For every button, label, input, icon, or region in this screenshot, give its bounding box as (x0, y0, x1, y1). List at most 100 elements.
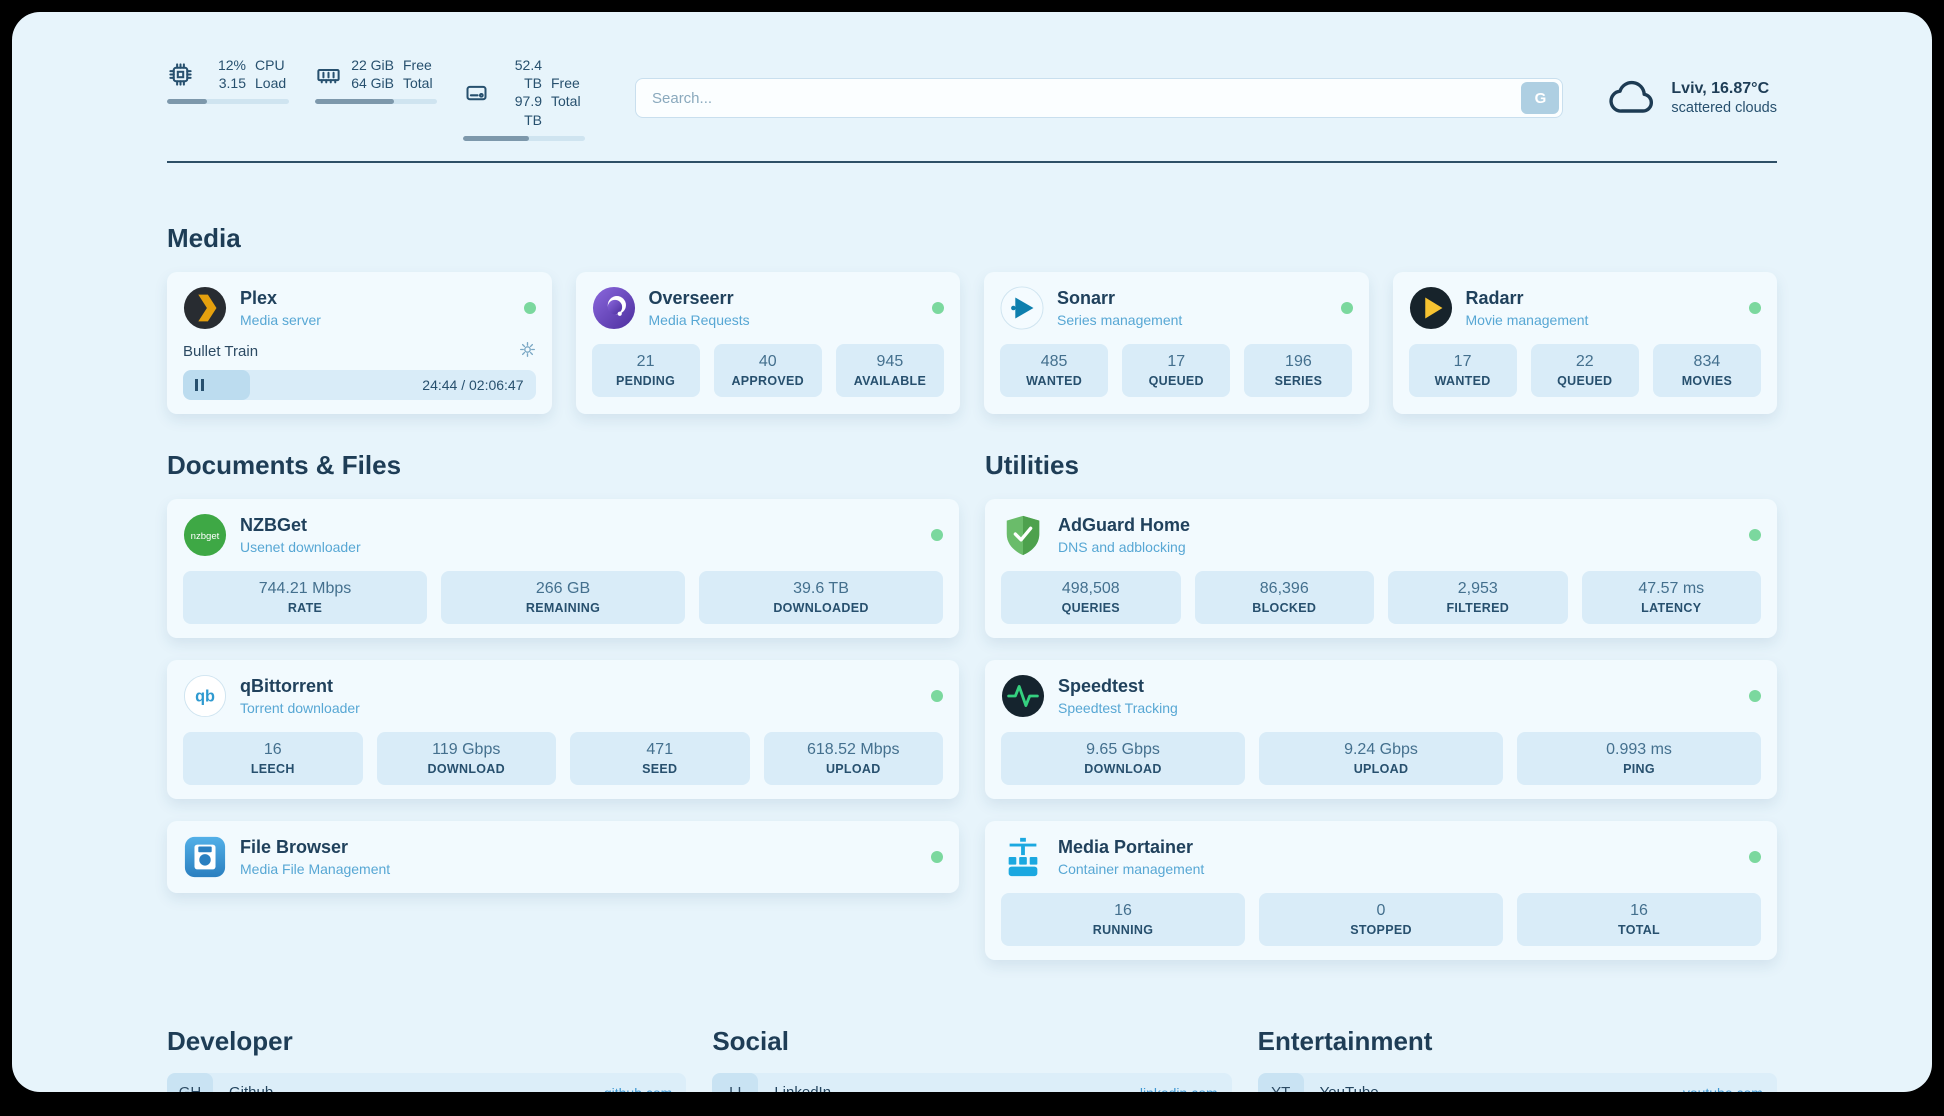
topbar-divider (167, 160, 1777, 163)
service-name: Overseerr (648, 287, 734, 308)
bookmark-abbr: LI (712, 1072, 759, 1092)
stat-tile: 47.57 ms LATENCY (1581, 570, 1761, 624)
service-name: qBittorrent (240, 675, 333, 696)
stat-value: 618.52 Mbps (806, 740, 900, 758)
svg-text:nzbget: nzbget (191, 531, 220, 542)
status-dot (1749, 301, 1761, 314)
service-card-overseerr[interactable]: Overseerr Media Requests 21 PENDING 40 A… (575, 271, 960, 414)
stat-tile: 744.21 Mbps RATE (183, 570, 427, 624)
bookmark-abbr: YT (1257, 1072, 1304, 1092)
playback-time: 24:44 / 02:06:47 (422, 376, 524, 393)
service-subtitle: Media Requests (648, 311, 750, 328)
service-name: Media Portainer (1058, 836, 1194, 857)
status-dot (1340, 301, 1353, 314)
stat-tile: 266 GB REMAINING (441, 570, 685, 624)
playback-progress-bar[interactable]: 24:44 / 02:06:47 (183, 369, 536, 400)
bookmark-url[interactable]: youtube.com (1683, 1085, 1777, 1092)
weather-location: Lviv, 16.87°C (1671, 80, 1770, 98)
stat-tile: 9.65 Gbps DOWNLOAD (1001, 731, 1245, 785)
service-card-speedtest[interactable]: Speedtest Speedtest Tracking 9.65 Gbps D… (985, 659, 1777, 799)
stat-tile: 86,396 BLOCKED (1194, 570, 1374, 624)
service-subtitle: Media server (240, 311, 321, 328)
bookmark-name: YouTube (1320, 1084, 1379, 1092)
adguard-icon (1001, 513, 1045, 557)
speedtest-icon (1001, 674, 1045, 718)
stat-label: SERIES (1274, 373, 1323, 388)
bookmark-group-developer: Developer GH Github github.com SO StackO… (167, 1006, 687, 1092)
stat-label: UPLOAD (825, 761, 881, 776)
section-title-utilities: Utilities (985, 449, 1079, 480)
service-subtitle: Torrent downloader (240, 699, 360, 716)
search-provider-button[interactable]: G (1521, 82, 1560, 115)
service-subtitle: Speedtest Tracking (1058, 699, 1178, 716)
search-input[interactable] (635, 78, 1564, 119)
stat-label: DOWNLOAD (427, 761, 505, 776)
service-name: Speedtest (1058, 675, 1145, 696)
stat-value: 266 GB (535, 579, 591, 597)
stat-label: DOWNLOADED (773, 600, 869, 615)
service-name: Sonarr (1057, 287, 1116, 308)
stat-tile: 196 SERIES (1244, 343, 1353, 397)
stat-label: REMAINING (525, 600, 601, 615)
svg-text:qb: qb (195, 687, 215, 705)
stat-label: LEECH (250, 761, 295, 776)
cpu-monitor: 12% 3.15 CPU Load (167, 56, 289, 141)
stat-value: 40 (758, 352, 777, 370)
stat-value: 945 (876, 352, 904, 370)
service-subtitle: DNS and adblocking (1058, 538, 1186, 555)
cpu-icon (167, 61, 194, 88)
status-dot (932, 301, 944, 314)
stat-label: QUEUED (1557, 373, 1613, 388)
service-name: NZBGet (240, 514, 307, 535)
section-title-developer: Developer (167, 1025, 293, 1056)
service-subtitle: Usenet downloader (240, 538, 361, 555)
system-monitors: 12% 3.15 CPU Load 22 GiB (167, 56, 585, 141)
cpu-load-value: 3.15 (218, 75, 246, 92)
stat-tile: 485 WANTED (1000, 343, 1109, 397)
nzbget-icon: nzbget (183, 513, 227, 557)
stat-label: STOPPED (1350, 922, 1412, 937)
ram-progress-bar (315, 99, 437, 105)
disk-total-value: 97.9 TB (514, 93, 542, 128)
stat-tile: 471 SEED (570, 731, 750, 785)
section-title-media: Media (167, 222, 241, 253)
stat-value: 9.24 Gbps (1344, 740, 1418, 758)
bookmark-github[interactable]: GH Github github.com (167, 1072, 687, 1092)
service-card-qbittorrent[interactable]: qb qBittorrent Torrent downloader 16 LEE… (167, 659, 959, 799)
bookmark-linkedin[interactable]: LI LinkedIn linkedin.com (712, 1072, 1232, 1092)
bookmark-youtube[interactable]: YT YouTube youtube.com (1257, 1072, 1777, 1092)
portainer-icon (1001, 835, 1045, 879)
stat-tile: 16 TOTAL (1517, 892, 1761, 946)
service-card-portainer[interactable]: Media Portainer Container management 16 … (985, 820, 1777, 960)
ram-monitor: 22 GiB 64 GiB Free Total (315, 56, 437, 141)
service-card-radarr[interactable]: Radarr Movie management 17 WANTED 22 QUE… (1392, 271, 1777, 414)
cpu-load-label: Load (255, 75, 287, 92)
stat-tile: 16 RUNNING (1001, 892, 1245, 946)
service-card-sonarr[interactable]: Sonarr Series management 485 WANTED 17 Q… (984, 271, 1369, 414)
bookmark-url[interactable]: linkedin.com (1140, 1085, 1232, 1092)
pause-icon[interactable] (195, 378, 204, 391)
service-card-filebrowser[interactable]: File Browser Media File Management (167, 820, 959, 893)
plex-icon (183, 286, 227, 330)
stat-label: QUEUED (1148, 373, 1204, 388)
service-name: File Browser (240, 836, 349, 857)
stat-tile: 39.6 TB DOWNLOADED (699, 570, 943, 624)
stat-label: DOWNLOAD (1084, 761, 1162, 776)
service-card-plex[interactable]: Plex Media server Bullet Train 24:44 / 0… (167, 271, 552, 414)
bookmark-url[interactable]: github.com (604, 1085, 686, 1092)
stat-value: 16 (1630, 901, 1648, 919)
disk-progress-bar (463, 135, 585, 141)
service-card-nzbget[interactable]: nzbget NZBGet Usenet downloader 744.21 M… (167, 498, 959, 638)
bookmark-abbr: GH (167, 1072, 213, 1092)
section-title-social: Social (712, 1025, 789, 1056)
stat-tile: 498,508 QUERIES (1001, 570, 1181, 624)
dashboard-page: 12% 3.15 CPU Load 22 GiB (12, 12, 1932, 1092)
stat-value: 21 (636, 352, 655, 370)
stat-label: UPLOAD (1353, 761, 1409, 776)
stat-value: 22 (1575, 352, 1594, 370)
stat-label: RATE (287, 600, 323, 615)
ram-icon (315, 61, 342, 88)
service-card-adguard[interactable]: AdGuard Home DNS and adblocking 498,508 … (985, 498, 1777, 638)
stat-tile: 17 WANTED (1408, 343, 1517, 397)
gear-icon[interactable] (519, 341, 536, 362)
